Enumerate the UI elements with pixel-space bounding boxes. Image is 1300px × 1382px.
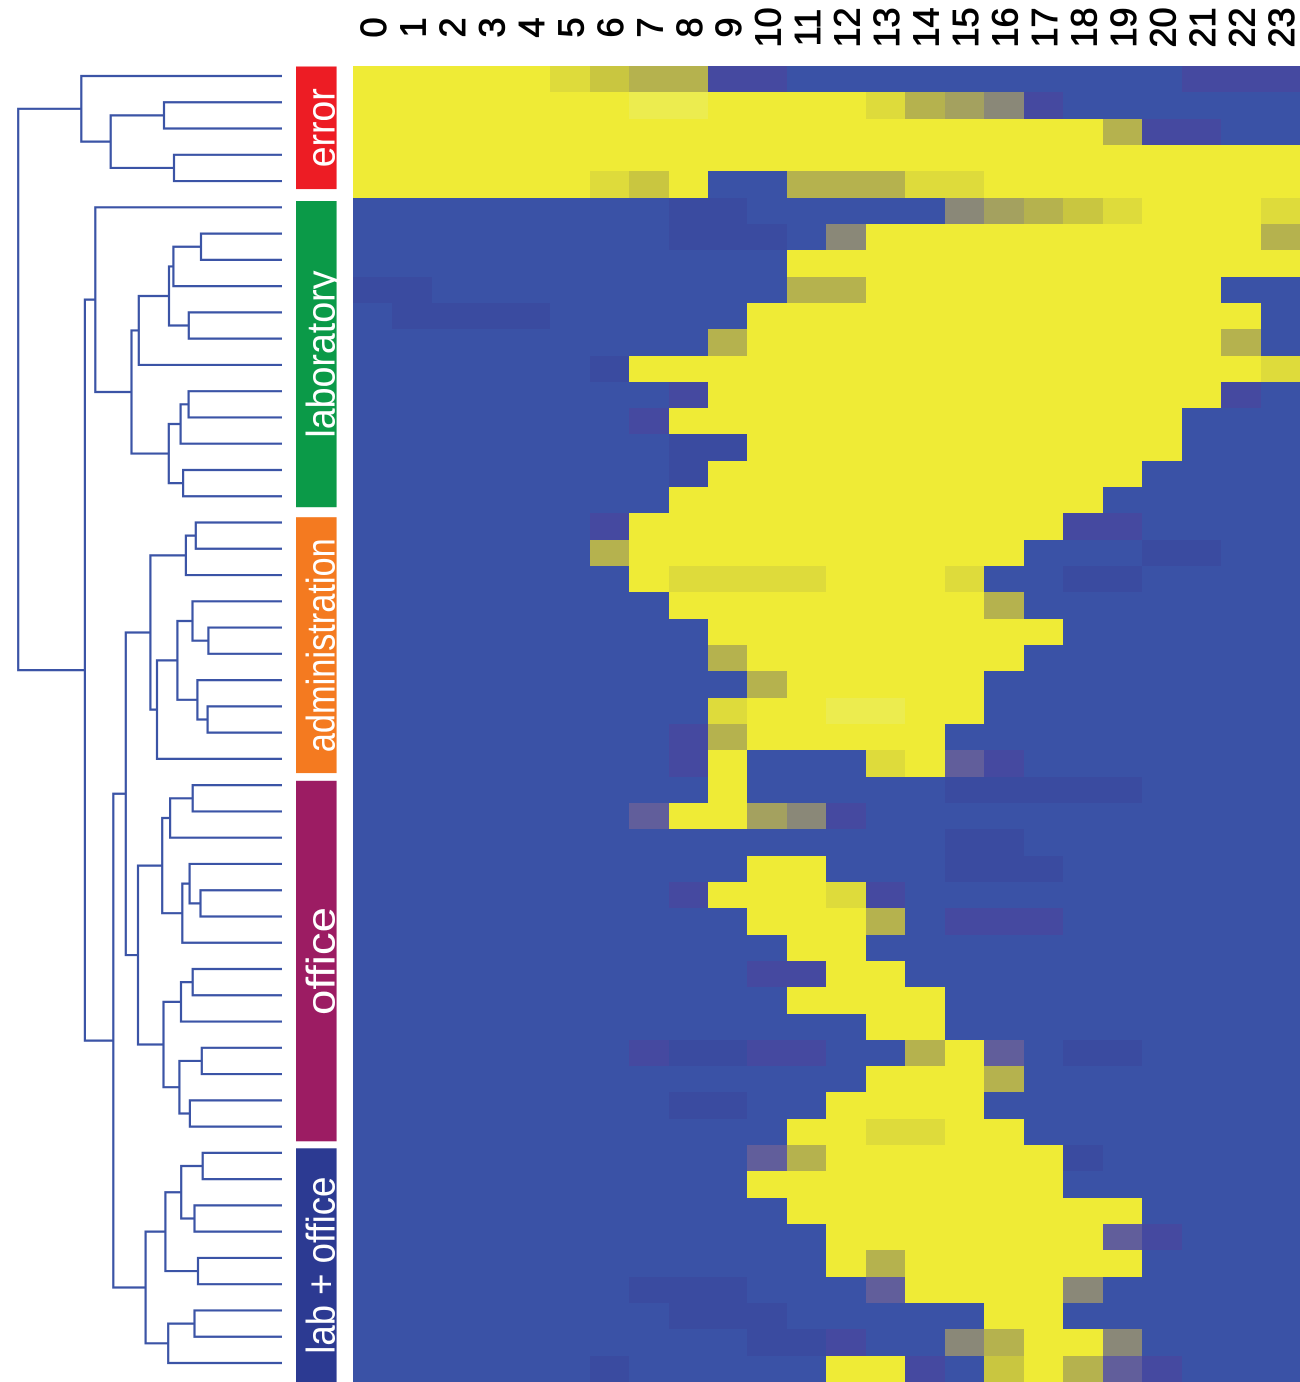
svg-text:18: 18 xyxy=(1063,7,1104,47)
svg-text:laboratory: laboratory xyxy=(300,271,344,438)
svg-text:19: 19 xyxy=(1103,7,1144,47)
svg-text:lab + office: lab + office xyxy=(300,1177,344,1354)
svg-text:21: 21 xyxy=(1182,7,1223,47)
svg-text:3: 3 xyxy=(471,17,512,37)
svg-text:17: 17 xyxy=(1024,7,1065,47)
svg-text:15: 15 xyxy=(945,7,986,47)
svg-text:22: 22 xyxy=(1221,7,1262,47)
svg-text:10: 10 xyxy=(748,7,789,47)
svg-text:office: office xyxy=(300,907,344,1015)
svg-text:16: 16 xyxy=(985,7,1026,47)
svg-text:0: 0 xyxy=(353,17,394,37)
svg-text:20: 20 xyxy=(1142,7,1183,47)
svg-text:4: 4 xyxy=(511,17,552,37)
svg-text:1: 1 xyxy=(393,17,434,37)
svg-text:12: 12 xyxy=(827,7,868,47)
svg-text:7: 7 xyxy=(629,17,670,37)
svg-text:11: 11 xyxy=(787,9,828,46)
svg-text:error: error xyxy=(300,88,344,167)
svg-text:23: 23 xyxy=(1261,7,1300,47)
svg-text:administration: administration xyxy=(300,538,344,752)
svg-text:14: 14 xyxy=(906,7,947,47)
svg-text:13: 13 xyxy=(866,7,907,47)
svg-text:9: 9 xyxy=(708,17,749,37)
svg-text:6: 6 xyxy=(590,17,631,37)
svg-text:8: 8 xyxy=(669,17,710,37)
svg-text:2: 2 xyxy=(432,17,473,37)
svg-text:5: 5 xyxy=(550,17,591,37)
